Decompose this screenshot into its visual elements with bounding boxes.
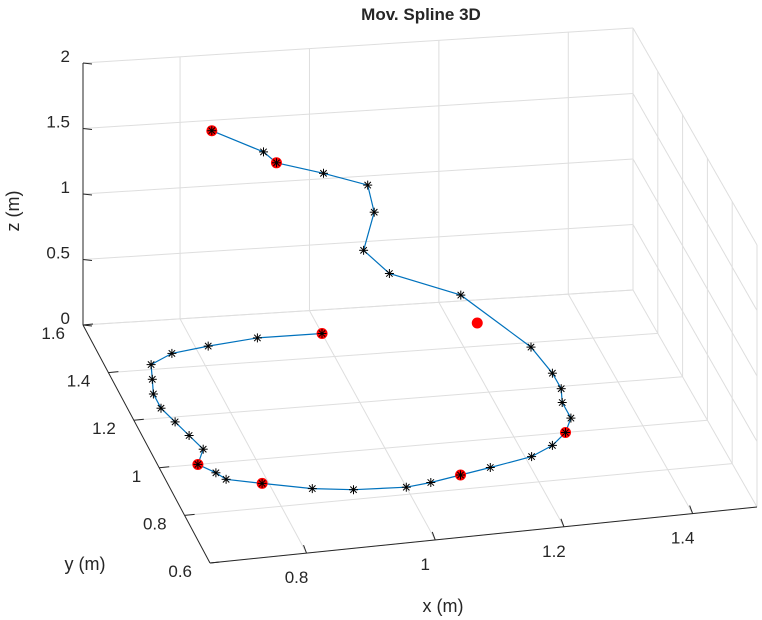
grid-line-z-side [632,27,758,246]
z-tick-label: 1 [61,178,70,197]
y-tick-mark [209,561,221,564]
z-tick-mark [82,259,93,261]
x-tick-mark [431,531,436,541]
grid-lines [82,27,758,564]
sample-marker [561,428,570,437]
grid-line-x-floor [179,318,307,554]
grid-line-z-back [82,27,634,64]
y-tick-label: 1.4 [67,372,91,391]
grid-line-z-side [632,93,758,311]
sample-marker [252,333,262,343]
grid-line-z-side [632,224,758,442]
x-tick-mark [560,518,565,527]
sample-marker [369,207,379,217]
sample-marker [349,485,358,495]
sample-marker [211,468,221,478]
y-tick-label: 1.6 [41,324,65,343]
sample-marker [456,290,466,300]
sample-marker [198,444,208,454]
sample-marker [146,360,156,370]
waypoint-marker [471,317,483,329]
sample-marker [257,478,267,488]
x-tick-mark [689,505,694,514]
grid-line-y-floor [159,419,708,469]
x-tick-label: 0.8 [285,568,309,587]
sample-marker [547,368,557,378]
grid-line-z-back [82,93,634,129]
sample-marker [221,474,231,484]
grid-line-z-side [632,289,758,508]
sample-marker [456,470,465,480]
grid-line-z-side [632,158,758,377]
x-tick-label: 1.4 [671,529,695,548]
sample-marker [193,459,203,469]
sample-marker [485,463,495,472]
sample-marker [148,389,158,399]
plot-area [146,125,576,495]
grid-line-x-floor [309,310,436,541]
y-tick-label: 1.2 [92,419,116,438]
sample-marker [363,180,373,190]
x-tick-mark [303,544,307,554]
sample-marker [526,342,536,352]
z-tick-label: 2 [61,47,70,66]
sample-marker [317,329,327,338]
grid-line-y-floor [133,376,683,421]
z-tick-mark [82,128,93,130]
z-tick-mark [82,324,93,327]
y-tick-mark [108,371,119,374]
sample-marker [359,245,369,255]
grid-line-x-floor [438,302,565,528]
z-tick-label: 1.5 [46,113,70,132]
y-tick-mark [133,418,144,421]
y-axis-line [82,324,211,564]
x-axis-line [209,506,758,564]
trajectory-line [150,130,572,491]
sample-marker [426,478,436,487]
y-tick-label: 0.6 [168,562,192,581]
sample-marker [319,168,328,178]
grid-line-z-back [82,158,634,195]
grid-line-z-back [82,289,634,326]
y-tick-mark [184,513,195,516]
sample-marker [156,403,166,413]
sample-marker [527,452,537,462]
sample-marker [170,417,180,427]
sample-marker [272,158,281,168]
chart-title: Mov. Spline 3D [361,5,481,24]
sample-marker [556,384,566,394]
z-tick-label: 0.5 [46,244,70,263]
z-axis-label: z (m) [3,191,23,232]
y-tick-mark [159,466,170,469]
y-tick-label: 1 [132,467,141,486]
tick-labels: 0.8 1 1.2 1.4 0.6 0.8 1 1.2 1.4 1.60 0.5 1 1.5 2 [41,47,694,587]
x-tick-label: 1 [421,555,430,574]
grid-line-x-floor [567,293,694,514]
sample-marker [203,341,213,351]
sample-marker [557,398,567,407]
sample-marker [307,484,317,494]
sample-marker [147,374,157,384]
y-tick-label: 0.8 [143,514,167,533]
x-tick-label: 1.2 [542,542,566,561]
z-tick-label: 0 [61,309,70,328]
sample-marker [547,440,557,450]
sample-marker [566,413,576,423]
sample-marker [184,431,194,440]
grid-line-y-floor [184,463,733,516]
sample-marker [259,147,268,157]
z-tick-mark [82,193,93,196]
sample-marker [384,269,394,278]
sample-marker [207,126,217,136]
sample-marker [401,482,411,492]
y-axis-label: y (m) [65,554,106,574]
sample-marker [167,348,177,358]
x-axis-label: x (m) [423,596,464,616]
grid-line-z-back [82,224,634,260]
z-tick-mark [82,62,93,65]
axis-box [82,62,758,564]
grid-line-y-floor [108,332,658,374]
